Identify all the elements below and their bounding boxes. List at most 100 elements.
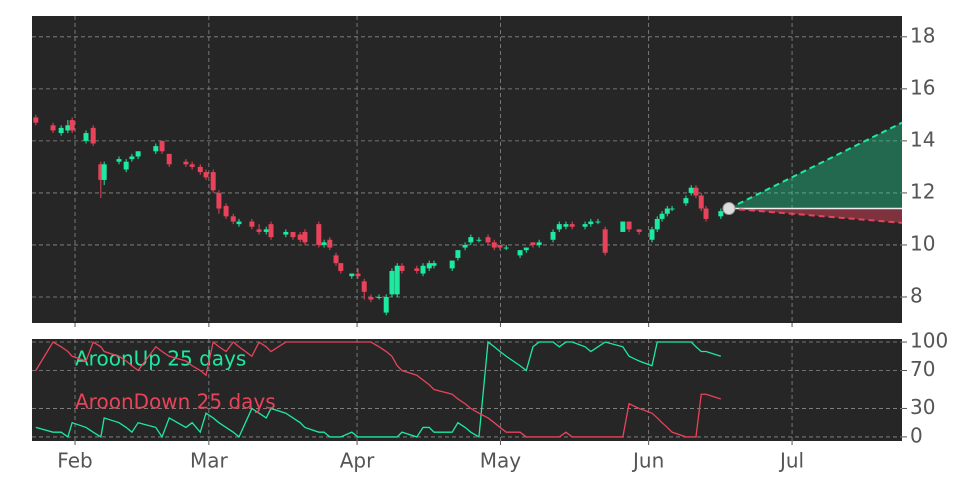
- candle-body: [361, 281, 367, 292]
- candle-body: [83, 133, 89, 141]
- candle-body: [50, 125, 56, 131]
- candle-body: [602, 229, 608, 253]
- candle-body: [203, 172, 209, 178]
- candle-body: [355, 273, 361, 277]
- candle-body: [383, 296, 389, 313]
- candle-body: [197, 166, 203, 173]
- y-tick-label: 18: [910, 23, 935, 47]
- candle-body: [297, 234, 303, 240]
- candle-body: [491, 242, 497, 248]
- aroon-line: [35, 340, 722, 439]
- candle-body: [556, 224, 562, 230]
- candle-body: [189, 164, 195, 167]
- candle-body: [394, 265, 400, 295]
- x-tick-label: Feb: [57, 449, 92, 473]
- candle-body: [249, 221, 255, 227]
- candle-body: [65, 125, 71, 131]
- candle-body: [636, 229, 642, 232]
- candle-body: [431, 263, 437, 266]
- candle-body: [263, 229, 269, 232]
- candle-body: [33, 117, 39, 123]
- candle-body: [462, 244, 468, 248]
- candle-body: [426, 263, 432, 269]
- candle-body: [349, 273, 355, 277]
- candle-body: [620, 221, 626, 232]
- aroon-line: [35, 340, 722, 438]
- x-tick-label: Mar: [190, 449, 229, 473]
- candle-body: [449, 260, 455, 269]
- candle-body: [316, 224, 322, 245]
- x-tick-label: May: [480, 449, 522, 473]
- candle-body: [485, 237, 491, 243]
- candle-body: [58, 127, 64, 134]
- y-tick-label: 14: [910, 127, 935, 151]
- candle-body: [321, 242, 327, 245]
- candle-body: [236, 221, 242, 225]
- candle-body: [183, 161, 189, 165]
- candle-body: [389, 270, 395, 295]
- candle-body: [123, 161, 129, 170]
- forecast-high-line: [728, 121, 903, 210]
- candle-body: [669, 208, 675, 210]
- candle-body: [588, 221, 594, 225]
- candle-body: [503, 247, 509, 249]
- candle-body: [153, 146, 159, 152]
- y-tick-label: 70: [910, 357, 935, 381]
- candle-body: [135, 151, 141, 157]
- candle-body: [98, 164, 104, 180]
- candle-body: [338, 263, 344, 271]
- candle-body: [468, 237, 474, 243]
- candle-body: [595, 221, 601, 223]
- x-tick-label: Jul: [778, 449, 804, 473]
- y-tick-label: 12: [910, 179, 935, 203]
- candle-body: [530, 242, 536, 245]
- candle-body: [159, 140, 165, 152]
- candle-body: [693, 187, 699, 196]
- candle-body: [497, 244, 503, 248]
- candle-body: [536, 242, 542, 245]
- x-tick-label: Apr: [340, 449, 375, 473]
- candle-body: [550, 231, 556, 240]
- candle-body: [664, 208, 670, 214]
- candle-body: [210, 172, 216, 191]
- legend-entry: AroonDown 25 days: [75, 390, 276, 414]
- candle-body: [654, 218, 660, 230]
- candle-body: [476, 239, 482, 241]
- y-tick-label: 8: [910, 283, 923, 307]
- candle-body: [563, 224, 569, 227]
- candle-body: [376, 296, 382, 298]
- y-tick-label: 0: [910, 423, 923, 447]
- candle-body: [116, 159, 122, 162]
- candle-body: [223, 205, 229, 217]
- candle-body: [523, 247, 529, 251]
- candle-body: [268, 224, 274, 238]
- candle-body: [688, 187, 694, 193]
- candle-body: [517, 250, 523, 256]
- candle-body: [399, 265, 405, 271]
- candle-body: [129, 156, 135, 160]
- candle-body: [703, 208, 709, 219]
- aroon-panel: [32, 339, 902, 441]
- candle-body: [256, 229, 262, 232]
- y-tick-label: 16: [910, 75, 935, 99]
- candle-body: [659, 213, 665, 219]
- candle-body: [582, 224, 588, 227]
- candle-body: [290, 231, 296, 238]
- candle-body: [718, 211, 724, 217]
- candle-body: [69, 120, 75, 131]
- candle-body: [333, 255, 339, 264]
- candle-body: [698, 195, 704, 209]
- candle-body: [230, 216, 236, 222]
- price-panel: [32, 16, 902, 323]
- y-tick-label: 10: [910, 231, 935, 255]
- candle-body: [101, 164, 107, 180]
- candle-body: [368, 296, 374, 300]
- candle-body: [166, 153, 172, 165]
- y-tick-label: 30: [910, 395, 935, 419]
- candle-body: [569, 224, 575, 227]
- candle-body: [455, 250, 461, 258]
- candle-body: [90, 127, 96, 144]
- last-price-dot: [722, 202, 736, 216]
- candle-body: [649, 229, 655, 240]
